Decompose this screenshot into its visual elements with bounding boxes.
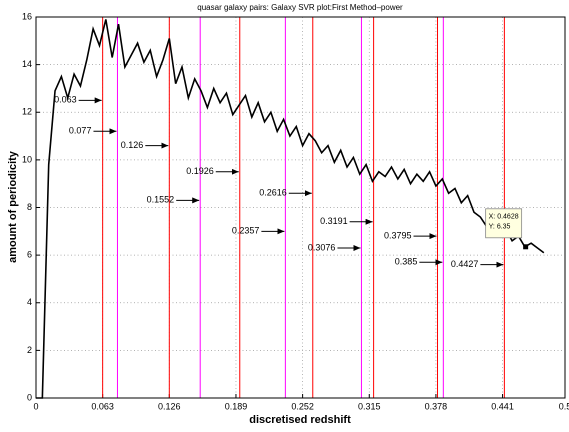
x-tick-label: 0.063 (91, 401, 114, 411)
x-tick-label: 0.441 (491, 401, 514, 411)
y-tick-label: 4 (27, 297, 32, 307)
y-tick-label: 14 (22, 59, 32, 69)
annotation-label: 0.126 (121, 140, 144, 150)
annotation-label: 0.1552 (147, 195, 175, 205)
y-tick-label: 2 (27, 345, 32, 355)
y-tick-label: 0 (27, 392, 32, 402)
y-tick-label: 10 (22, 154, 32, 164)
x-tick-label: 0.5 (559, 401, 569, 411)
y-tick-label: 8 (27, 202, 32, 212)
annotation-label: 0.4427 (451, 259, 479, 269)
x-tick-label: 0 (33, 401, 38, 411)
data-line (36, 19, 545, 399)
datatip-box (485, 208, 523, 239)
annotation-label: 0.3076 (308, 242, 336, 252)
annotation-label: 0.3795 (384, 230, 412, 240)
annotation-label: 0.077 (69, 126, 92, 136)
annotation-label: 0.2357 (232, 226, 260, 236)
chart-title: quasar galaxy pairs: Galaxy SVR plot:Fir… (197, 3, 403, 12)
datatip-x: X: 0.4628 (489, 214, 519, 221)
annotation-label: 0.2616 (259, 188, 287, 198)
annotation-label: 0.1926 (186, 166, 214, 176)
annotation-label: 0.385 (395, 257, 418, 267)
y-tick-label: 6 (27, 250, 32, 260)
x-tick-label: 0.378 (425, 401, 448, 411)
axes-box (35, 16, 566, 399)
y-axis-label: amount of periodicity (7, 150, 19, 263)
y-tick-label: 12 (22, 107, 32, 117)
x-tick-label: 0.252 (291, 401, 314, 411)
x-tick-label: 0.315 (358, 401, 381, 411)
plot-background (36, 17, 565, 398)
annotation-label: 0.3191 (320, 216, 348, 226)
datatip-y: Y: 6.35 (489, 224, 511, 231)
x-tick-label: 0.189 (225, 401, 248, 411)
x-axis-label: discretised redshift (249, 414, 351, 426)
datatip-point (523, 244, 529, 250)
x-tick-label: 0.126 (158, 401, 181, 411)
y-tick-label: 16 (22, 11, 32, 21)
plot-area: 0 0.063 0.126 0.189 0.252 0.315 0.378 0.441 0.5 0… (22, 11, 569, 411)
annotation-label: 0.063 (54, 95, 77, 105)
